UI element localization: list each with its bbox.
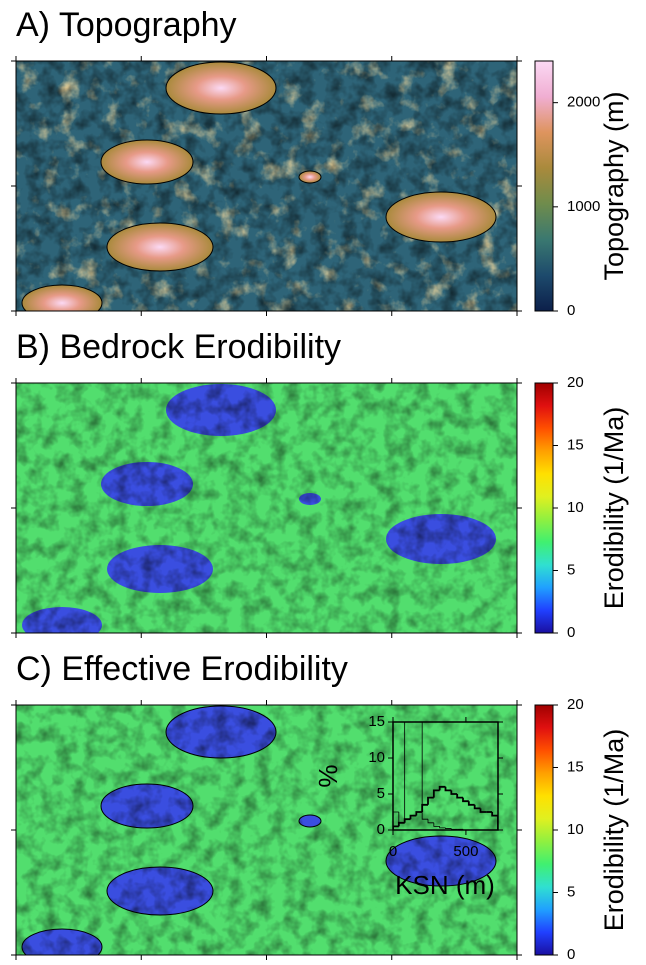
y-tick-label: 10 — [368, 749, 385, 766]
colorbar-tick-label: 0 — [567, 946, 575, 960]
colorbar-tick-label: 15 — [567, 758, 584, 775]
x-axis-label: KSN (m) — [395, 870, 495, 900]
y-tick-label: 15 — [368, 713, 385, 730]
zone — [22, 285, 102, 321]
colorbar-tick-label: 1000 — [567, 198, 600, 215]
colorbar-tick-label: 15 — [567, 436, 584, 453]
map-inner — [16, 383, 517, 643]
zone — [299, 171, 321, 183]
y-tick-label: 5 — [377, 785, 385, 802]
y-axis-label: % — [313, 764, 343, 787]
colorbar-tick-label: 2000 — [567, 94, 600, 111]
zone-shade — [107, 545, 213, 593]
zone-shade — [386, 514, 496, 564]
page: {"chart_data":[ {"type":"map","title":"A… — [0, 0, 646, 960]
colorbar — [535, 61, 553, 311]
zone — [107, 223, 213, 271]
zone-shade — [299, 493, 321, 505]
figure: A) Topography010002000Topography (m)B) B… — [0, 0, 646, 960]
panel-title: A) Topography — [16, 6, 237, 44]
colorbar-tick-label: 0 — [567, 624, 575, 641]
x-tick-label: 500 — [453, 843, 478, 860]
colorbar-tick-label: 10 — [567, 499, 584, 516]
zone-shade — [22, 607, 102, 643]
zone-shade — [166, 384, 276, 436]
colorbar-tick-label: 20 — [567, 374, 584, 391]
panel-title: C) Effective Erodibility — [16, 650, 348, 688]
zone-shade — [166, 706, 276, 758]
colorbar — [535, 705, 553, 955]
colorbar-label: Topography (m) — [599, 91, 629, 280]
map — [11, 378, 522, 643]
zone-shade — [107, 867, 213, 915]
zone — [166, 62, 276, 114]
colorbar-tick-label: 5 — [567, 561, 575, 578]
zone-shade — [101, 784, 193, 828]
colorbar-tick-label: 5 — [567, 883, 575, 900]
zone — [386, 192, 496, 242]
colorbar-tick-label: 20 — [567, 696, 584, 713]
y-tick-label: 0 — [377, 821, 385, 838]
map — [11, 56, 522, 321]
x-tick-label: 0 — [389, 843, 397, 860]
zone — [101, 140, 193, 184]
colorbar-label: Erodibility (1/Ma) — [599, 729, 629, 932]
colorbar-label: Erodibility (1/Ma) — [599, 407, 629, 610]
colorbar-tick-label: 10 — [567, 821, 584, 838]
map-inner — [16, 61, 517, 321]
zone-shade — [299, 815, 321, 827]
panel-title: B) Bedrock Erodibility — [16, 328, 341, 366]
zone-shade — [101, 462, 193, 506]
colorbar — [535, 383, 553, 633]
map-inner — [16, 705, 517, 960]
colorbar-tick-label: 0 — [567, 302, 575, 319]
